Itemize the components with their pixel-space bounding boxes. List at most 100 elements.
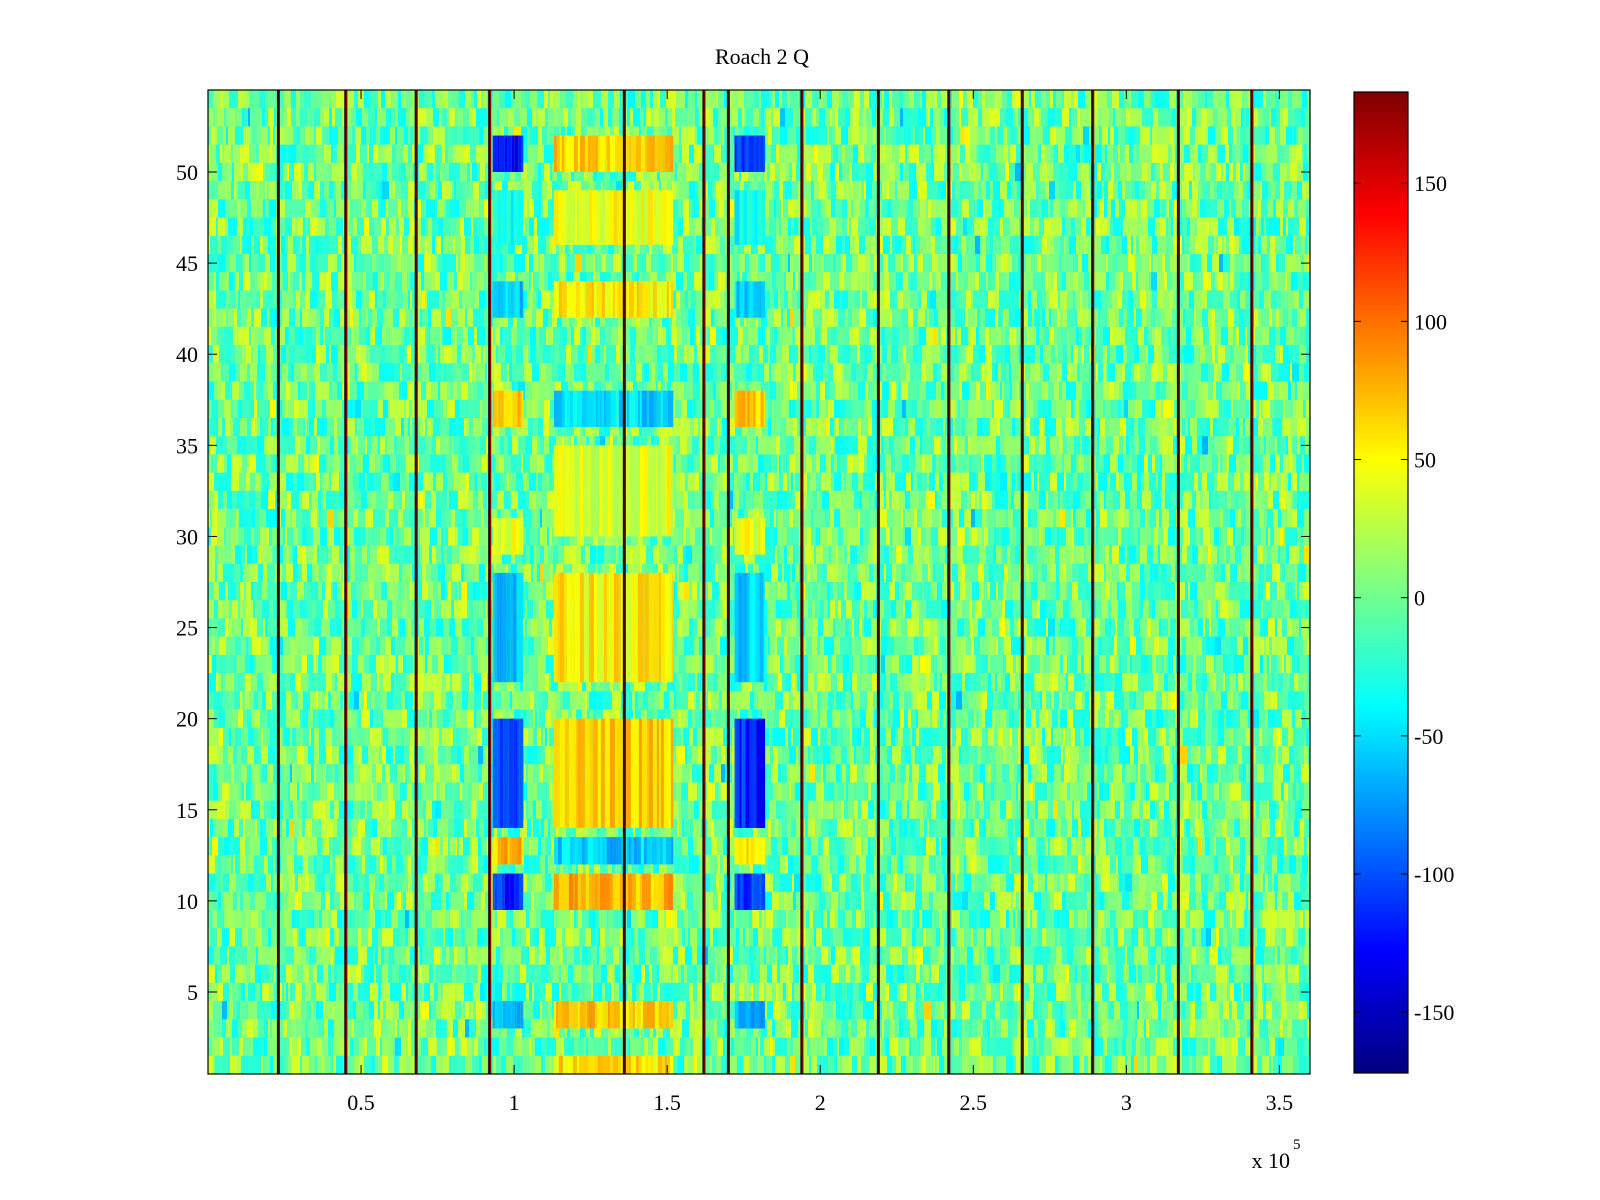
- heatmap-noise-cell: [770, 382, 776, 401]
- heatmap-noise-cell: [834, 400, 839, 419]
- heatmap-noise-cell: [686, 163, 688, 182]
- heatmap-noise-cell: [836, 218, 842, 237]
- heatmap-noise-cell: [1013, 290, 1019, 309]
- heatmap-noise-cell: [1156, 181, 1159, 200]
- heatmap-noise-cell: [1217, 272, 1223, 291]
- heatmap-noise-cell: [852, 400, 859, 419]
- heatmap-noise-cell: [1097, 199, 1099, 218]
- heatmap-noise-cell: [1295, 382, 1297, 401]
- heatmap-noise-cell: [712, 181, 714, 200]
- heatmap-noise-cell: [809, 436, 816, 455]
- heatmap-noise-cell: [1284, 418, 1290, 437]
- heatmap-noise-cell: [449, 254, 456, 273]
- heatmap-noise-cell: [1261, 254, 1266, 273]
- heatmap-noise-cell: [913, 290, 918, 309]
- heatmap-noise-cell: [1275, 345, 1280, 364]
- heatmap-noise-cell: [867, 126, 873, 145]
- heatmap-noise-cell: [499, 90, 505, 109]
- heatmap-noise-cell: [836, 236, 842, 255]
- heatmap-noise-cell: [1004, 199, 1007, 218]
- heatmap-noise-cell: [847, 218, 849, 237]
- heatmap-noise-cell: [1096, 400, 1103, 419]
- heatmap-noise-cell: [514, 254, 518, 273]
- heatmap-noise-cell: [338, 436, 344, 455]
- heatmap-noise-cell: [940, 126, 947, 145]
- heatmap-noise-cell: [975, 236, 980, 255]
- heatmap-noise-cell: [479, 236, 484, 255]
- heatmap-noise-cell: [982, 90, 985, 109]
- heatmap-noise-cell: [649, 363, 652, 382]
- heatmap-noise-cell: [1025, 363, 1028, 382]
- heatmap-noise-cell: [1213, 418, 1217, 437]
- heatmap-noise-cell: [714, 126, 719, 145]
- heatmap-noise-cell: [1051, 400, 1056, 419]
- heatmap-noise-cell: [447, 108, 449, 127]
- heatmap-noise-cell: [936, 382, 941, 401]
- heatmap-noise-cell: [234, 181, 236, 200]
- heatmap-noise-cell: [446, 309, 451, 328]
- heatmap-noise-cell: [326, 400, 332, 419]
- heatmap-noise-cell: [816, 400, 819, 419]
- heatmap-noise-cell: [1078, 254, 1082, 273]
- heatmap-noise-cell: [960, 181, 965, 200]
- heatmap-noise-cell: [1066, 382, 1070, 401]
- heatmap-noise-cell: [1228, 272, 1230, 291]
- heatmap-noise-cell: [999, 236, 1001, 255]
- heatmap-noise-cell: [576, 363, 581, 382]
- heatmap-noise-cell: [1056, 418, 1062, 437]
- heatmap-noise-cell: [239, 327, 242, 346]
- heatmap-noise-cell: [936, 272, 941, 291]
- heatmap-noise-cell: [1079, 327, 1082, 346]
- heatmap-noise-cell: [658, 90, 660, 109]
- heatmap-noise-cell: [1243, 108, 1246, 127]
- heatmap-noise-cell: [1229, 90, 1235, 109]
- heatmap-noise-cell: [541, 199, 543, 218]
- heatmap-noise-cell: [1069, 418, 1073, 437]
- heatmap-noise-cell: [249, 145, 256, 164]
- heatmap-noise-cell: [1300, 327, 1305, 346]
- heatmap-noise-cell: [842, 236, 845, 255]
- heatmap-noise-cell: [224, 145, 231, 164]
- heatmap-noise-cell: [825, 345, 827, 364]
- heatmap-noise-cell: [1118, 145, 1120, 164]
- heatmap-noise-cell: [1254, 363, 1258, 382]
- heatmap-noise-cell: [420, 400, 427, 419]
- heatmap-noise-cell: [731, 327, 738, 346]
- heatmap-noise-cell: [857, 272, 864, 291]
- heatmap-noise-cell: [446, 199, 450, 218]
- heatmap-noise-cell: [818, 382, 820, 401]
- heatmap-noise-cell: [322, 400, 326, 419]
- heatmap-noise-cell: [709, 199, 715, 218]
- heatmap-noise-cell: [1131, 163, 1136, 182]
- heatmap-noise-cell: [1030, 199, 1037, 218]
- heatmap-noise-cell: [865, 199, 869, 218]
- heatmap-noise-cell: [976, 163, 981, 182]
- heatmap-noise-cell: [1094, 126, 1099, 145]
- heatmap-noise-cell: [927, 309, 929, 328]
- heatmap-noise-cell: [261, 145, 266, 164]
- heatmap-noise-cell: [214, 126, 217, 145]
- heatmap-noise-cell: [1063, 436, 1067, 455]
- heatmap-noise-cell: [257, 199, 260, 218]
- heatmap-noise-cell: [1017, 345, 1019, 364]
- heatmap-noise-cell: [1283, 108, 1288, 127]
- heatmap-noise-cell: [1218, 108, 1222, 127]
- heatmap-noise-cell: [769, 199, 774, 218]
- heatmap-noise-cell: [1191, 272, 1193, 291]
- heatmap-noise-cell: [438, 218, 443, 237]
- heatmap-noise-cell: [805, 90, 812, 109]
- heatmap-noise-cell: [238, 400, 242, 419]
- heatmap-noise-cell: [247, 199, 251, 218]
- heatmap-noise-cell: [1240, 163, 1243, 182]
- heatmap-noise-cell: [688, 163, 692, 182]
- heatmap-noise-cell: [252, 126, 257, 145]
- heatmap-noise-cell: [849, 436, 852, 455]
- heatmap-noise-cell: [221, 382, 225, 401]
- heatmap-noise-cell: [285, 327, 289, 346]
- heatmap-noise-cell: [270, 163, 274, 182]
- heatmap-noise-cell: [1228, 181, 1234, 200]
- heatmap-noise-cell: [265, 90, 268, 109]
- heatmap-noise-cell: [1056, 254, 1059, 273]
- heatmap-noise-cell: [289, 145, 296, 164]
